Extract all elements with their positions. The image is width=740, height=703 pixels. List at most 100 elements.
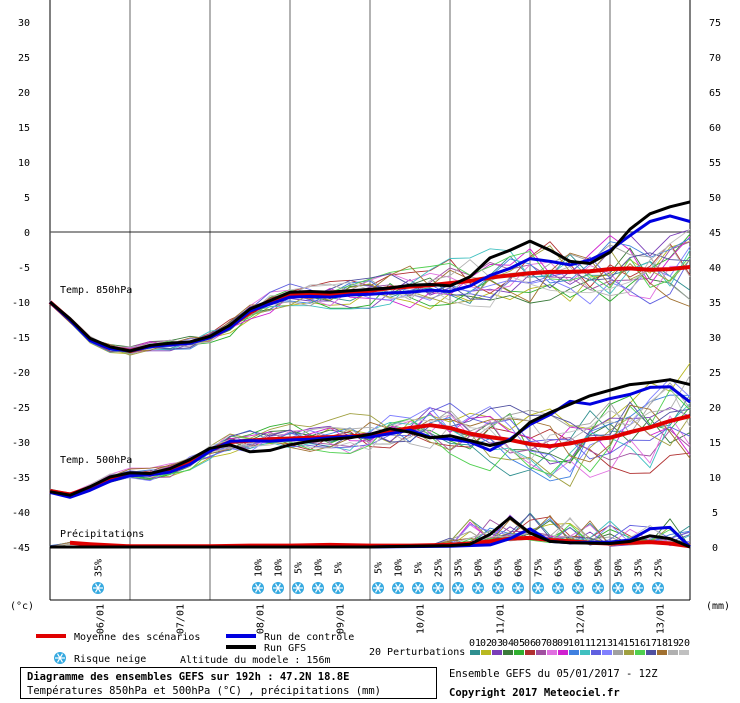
snow-risk-row: 35% 10% 10% 5% 10% 5% 5% 10% 5% 25% 35% 50% 65% 60% 75… [92, 559, 665, 594]
x-tick-label: 06/01 [96, 604, 107, 634]
legend-control-label: Run de contrôle [264, 631, 354, 643]
right-tick-label: 65 [709, 88, 721, 99]
main-series [48, 200, 692, 549]
perturbation-id: 18 [656, 638, 668, 649]
snow-risk-label: 50% [594, 559, 605, 577]
snowflake-arm [374, 583, 382, 593]
legend-mean-label: Moyenne des scénarios [74, 631, 200, 643]
snowflake-arm [614, 583, 622, 593]
run-info: Ensemble GEFS du 05/01/2017 - 12Z [449, 668, 658, 680]
perturbation-id: 01 [469, 638, 481, 649]
x-tick-label: 08/01 [256, 604, 267, 634]
perturbation-id: 13 [601, 638, 613, 649]
snowflake-arm [94, 583, 102, 593]
snow-risk-label: 50% [474, 559, 485, 577]
panel-label-t500: Temp. 500hPa [60, 455, 132, 466]
snowflake-icon [512, 582, 524, 594]
right-tick-label: 70 [709, 53, 721, 64]
x-tick-label: 12/01 [576, 604, 587, 634]
snowflake-arm [314, 583, 322, 593]
x-tick-label: 09/01 [336, 604, 347, 634]
perturbation-swatch [514, 650, 524, 655]
snowflake-arm [494, 583, 502, 593]
member-line [49, 241, 691, 349]
right-tick-label: 45 [709, 228, 721, 239]
snow-risk-label: 65% [494, 559, 505, 577]
snowflake-icon [332, 582, 344, 594]
left-tick-label: 15 [18, 123, 30, 134]
snowflake-icon [392, 582, 404, 594]
snowflake-arm [294, 583, 302, 593]
right-tick-label: 10 [709, 473, 721, 484]
snowflake-arm [654, 583, 662, 593]
snowflake-arm [56, 653, 64, 663]
left-tick-label: -25 [12, 403, 30, 414]
left-axis-unit: (°c) [10, 601, 34, 612]
perturbation-swatch [525, 650, 535, 655]
snowflake-arm [274, 583, 282, 593]
x-tick-label: 07/01 [176, 604, 187, 634]
snowflake-icon [652, 582, 664, 594]
snowflake-icon [412, 582, 424, 594]
legend-snow-label: Risque neige [74, 654, 146, 665]
perturbation-id: 15 [623, 638, 635, 649]
perturbation-swatch [613, 650, 623, 655]
perturbation-id: 17 [645, 638, 657, 649]
snowflake-icon [54, 652, 66, 664]
member-line [49, 247, 691, 348]
left-tick-label: 30 [18, 18, 30, 29]
ensemble-info: Ensemble GEFS du 05/01/2017 - 12Z Copyri… [449, 665, 658, 703]
legend-gfs-label: Run GFS [264, 643, 306, 654]
right-tick-label: 15 [709, 438, 721, 449]
snow-risk-label: 25% [654, 559, 665, 577]
perturbation-swatch [580, 650, 590, 655]
snowflake-icon [612, 582, 624, 594]
snow-risk-label: 10% [394, 559, 405, 577]
series-line-t850 [49, 200, 691, 353]
info-box: Diagramme des ensembles GEFS sur 192h : … [20, 667, 437, 699]
snow-risk-label: 60% [574, 559, 585, 577]
snowflake-arm [574, 583, 582, 593]
snow-risk-label: 10% [254, 559, 265, 577]
series-line-t500 [49, 378, 691, 497]
perturbation-id: 09 [557, 638, 569, 649]
snow-risk-label: 35% [94, 559, 105, 577]
snowflake-arm [434, 583, 442, 593]
chart-title: Diagramme des ensembles GEFS sur 192h : … [27, 671, 350, 683]
snowflake-icon [592, 582, 604, 594]
perturbation-id: 20 [678, 638, 690, 649]
member-line [49, 388, 691, 495]
perturbation-id: 12 [590, 638, 602, 649]
left-tick-label: -45 [12, 543, 30, 554]
member-line [49, 413, 691, 494]
snow-risk-label: 65% [554, 559, 565, 577]
perturbation-id: 02 [480, 638, 492, 649]
perturbation-swatch [547, 650, 557, 655]
right-tick-label: 0 [712, 543, 718, 554]
x-tick-label: 11/01 [496, 604, 507, 634]
panel-label-t850: Temp. 850hPa [60, 285, 132, 296]
snowflake-icon [312, 582, 324, 594]
right-tick-label: 30 [709, 333, 721, 344]
snow-risk-label: 10% [314, 559, 325, 577]
legend-perturbations-label: 20 Perturbations [369, 647, 465, 658]
snowflake-arm [554, 583, 562, 593]
perturbation-id: 08 [546, 638, 558, 649]
snowflake-icon [472, 582, 484, 594]
left-tick-label: -20 [12, 368, 30, 379]
perturbation-swatch [668, 650, 678, 655]
snow-risk-label: 50% [614, 559, 625, 577]
snow-risk-label: 5% [414, 562, 425, 574]
x-tick-label: 13/01 [656, 604, 667, 634]
x-tick-label: 10/01 [416, 604, 427, 634]
perturbation-id: 16 [634, 638, 646, 649]
right-tick-label: 75 [709, 18, 721, 29]
right-tick-label: 55 [709, 158, 721, 169]
snow-risk-label: 5% [294, 562, 305, 574]
perturbation-id: 05 [513, 638, 525, 649]
legend-altitude: Altitude du modele : 156m [180, 655, 331, 666]
left-tick-label: -35 [12, 473, 30, 484]
legend: Moyenne des scénarios Run de contrôleRun … [36, 631, 690, 666]
